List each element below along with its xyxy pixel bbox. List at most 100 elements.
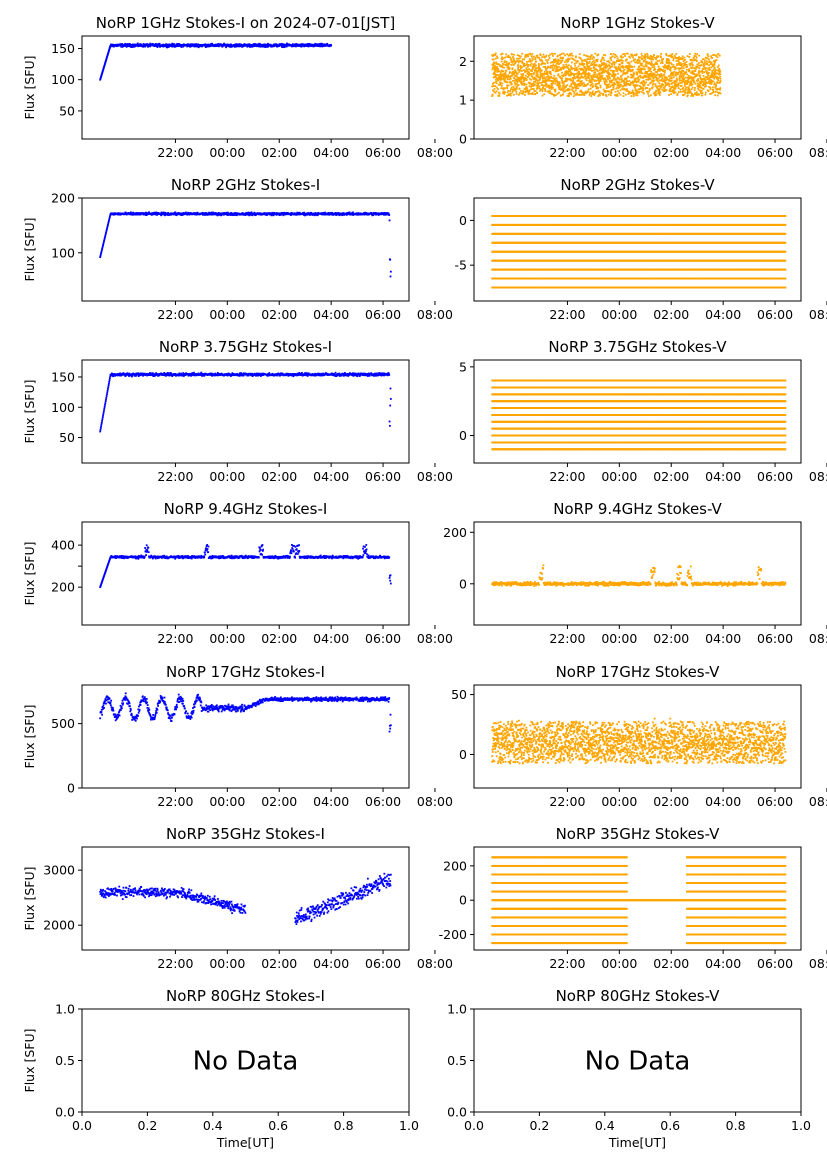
data-point [512,90,514,92]
data-point [650,94,652,96]
data-point [715,91,717,93]
data-point [641,53,643,55]
data-point [572,80,574,82]
data-point [626,78,628,80]
data-point [583,94,585,96]
data-point [506,87,508,89]
data-point [647,54,649,56]
data-point [510,93,512,95]
data-point [555,58,557,60]
data-point [713,78,715,80]
data-point [525,88,527,90]
data-point [544,90,546,92]
data-point [613,70,615,72]
data-point [698,94,700,96]
data-point [498,95,500,97]
data-point [539,85,541,87]
data-point [637,95,639,97]
data-point [703,88,705,90]
data-point [647,93,649,95]
data-point [622,60,624,62]
data-point [683,67,685,69]
data-point [626,80,628,82]
data-point [678,87,680,89]
data-point [583,82,585,84]
x-tick-label: 22:00 [157,145,193,160]
data-point [609,80,611,82]
data-point [717,80,719,82]
data-point [654,74,656,76]
data-point [577,94,579,96]
data-point [549,57,551,59]
data-point [691,66,693,68]
data-point [718,65,720,67]
data-point [492,94,494,96]
data-point [596,64,598,66]
data-point [707,74,709,76]
data-point [681,72,683,74]
data-point [717,95,719,97]
data-point [685,90,687,92]
data-point [619,86,621,88]
data-point [713,91,715,93]
data-point [530,73,532,75]
data-point [698,55,700,57]
data-point [652,66,654,68]
data-point [586,79,588,81]
data-point [719,76,721,78]
data-point [508,62,510,64]
data-point [698,73,700,75]
data-point [528,68,530,70]
data-point [687,95,689,97]
data-point [530,79,532,81]
data-point [662,84,664,86]
data-point [575,56,577,58]
data-point [658,80,660,82]
data-point [650,82,652,84]
data-point [678,84,680,86]
data-point [689,65,691,67]
data-point [554,75,556,77]
data-point [626,59,628,61]
data-point [582,60,584,62]
data-point [501,61,503,63]
data-point [594,93,596,95]
data-point [495,61,497,63]
data-point [675,60,677,62]
data-point [499,64,501,66]
data-point [653,66,655,68]
data-point [701,90,703,92]
data-point [615,62,617,64]
data-point [594,53,596,55]
data-point [557,55,559,57]
data-point [519,69,521,71]
data-point [716,59,718,61]
data-point [539,68,541,70]
data-point [611,63,613,65]
data-point [559,85,561,87]
data-point [657,70,659,72]
data-point [596,91,598,93]
data-point [494,65,496,67]
data-point [708,58,710,60]
data-point [670,62,672,64]
data-point [576,67,578,69]
data-point [611,89,613,91]
data-point [532,68,534,70]
data-point [694,53,696,55]
data-point [548,66,550,68]
data-point [597,54,599,56]
data-point [658,78,660,80]
figure: NoRP 1GHz Stokes-I on 2024-07-01[JST]22:… [0,0,827,1169]
data-point [633,95,635,97]
data-point [493,59,495,61]
data-point [511,54,513,56]
data-point [573,87,575,89]
data-point [619,64,621,66]
data-point [688,88,690,90]
data-point [696,60,698,62]
x-tick-label: 00:00 [601,145,637,160]
x-tick-label: 00:00 [209,145,245,160]
data-point [626,88,628,90]
data-point [717,56,719,58]
